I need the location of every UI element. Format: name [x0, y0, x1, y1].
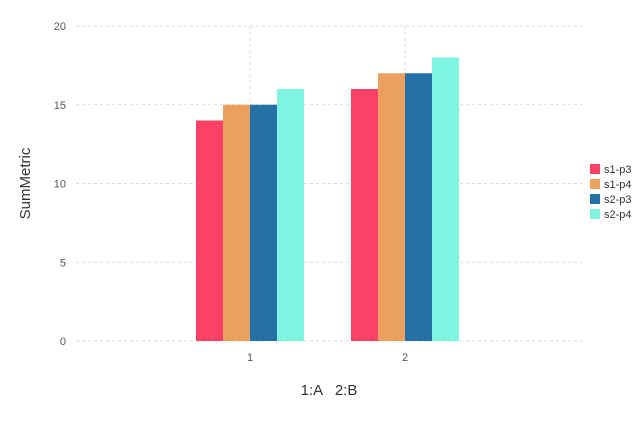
- grid-lines: [76, 25, 582, 342]
- y-tick-label: 20: [54, 21, 66, 33]
- x-tick-label: 2: [402, 352, 408, 364]
- legend-swatch-s1-p3: [590, 164, 600, 174]
- legend: s1-p3 s1-p4 s2-p3 s2-p4: [590, 164, 632, 221]
- legend-label-s2-p4: s2-p4: [604, 209, 632, 221]
- y-axis-title: SumMetric: [17, 147, 34, 219]
- bar-s2-p4-2[interactable]: [432, 57, 459, 342]
- bar-s1-p4-2[interactable]: [378, 73, 405, 341]
- legend-swatch-s2-p3: [590, 194, 600, 204]
- tick-labels: 0 5 10 15 20 1 2: [54, 21, 408, 364]
- bar-s2-p4-1[interactable]: [277, 89, 304, 341]
- y-tick-label: 15: [54, 100, 66, 112]
- bar-s1-p3-2[interactable]: [351, 89, 378, 341]
- bars: [196, 57, 459, 342]
- legend-label-s1-p3: s1-p3: [604, 164, 632, 176]
- x-tick-label: 1: [247, 352, 253, 364]
- y-tick-label: 5: [60, 257, 66, 269]
- legend-swatch-s2-p4: [590, 209, 600, 219]
- bar-s1-p3-1[interactable]: [196, 120, 223, 342]
- legend-label-s1-p4: s1-p4: [604, 179, 632, 191]
- bar-s1-p4-1[interactable]: [223, 104, 250, 341]
- y-tick-label: 10: [54, 179, 66, 191]
- x-axis-title: 1:A 2:B: [301, 382, 358, 399]
- legend-swatch-s1-p4: [590, 179, 600, 189]
- bar-s2-p3-1[interactable]: [250, 104, 277, 341]
- bar-s2-p3-2[interactable]: [405, 73, 432, 341]
- y-tick-label: 0: [60, 336, 66, 348]
- legend-label-s2-p3: s2-p3: [604, 194, 632, 206]
